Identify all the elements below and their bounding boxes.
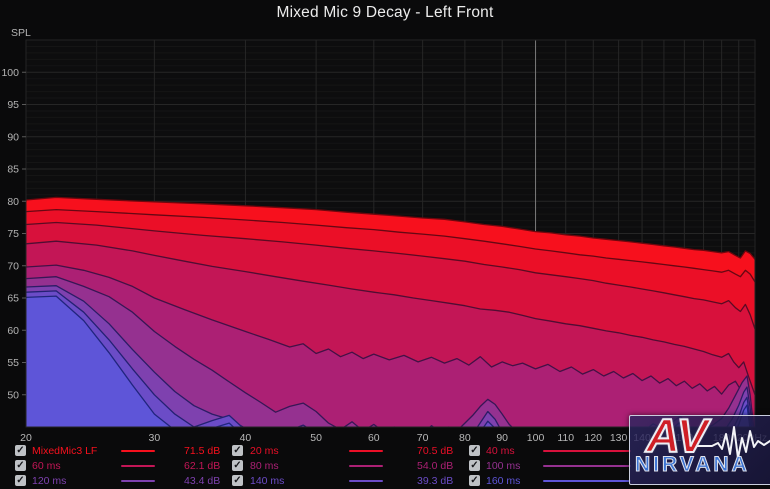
y-tick-label: 60 [7,325,19,337]
decay-curve-mixedmic3-lf [26,196,755,260]
y-tick-label: 55 [7,357,19,369]
legend-value-mixedmic3-lf: 71.5 dB [184,445,221,457]
legend-line-swatch-140-ms [349,480,383,482]
legend-label-80-ms: 80 ms [250,460,279,472]
x-tick-label: 30 [149,432,161,444]
y-tick-label: 80 [7,196,19,208]
checkbox-120-ms[interactable]: ✓ [15,475,26,486]
legend-line-swatch-20-ms [349,450,383,452]
y-tick-label: 50 [7,389,19,401]
legend-value-140-ms: 39.3 dB [417,475,454,487]
checkbox-40-ms[interactable]: ✓ [469,445,480,456]
legend-item-40-ms: ✓ 40 ms [0,444,770,458]
x-tick-label: 120 [585,432,603,444]
legend-value-20-ms: 70.5 dB [417,445,454,457]
av-nirvana-watermark: AV NIRVANA [629,408,770,485]
legend-item-100-ms: ✓ 100 ms [0,459,770,473]
decay-curve-60-ms [26,240,755,396]
y-tick-label: 65 [7,293,19,305]
checkbox-140-ms[interactable]: ✓ [232,475,243,486]
legend-label-100-ms: 100 ms [486,460,521,472]
legend-item-mixedmic3-lf: ✓ MixedMic3 LF 71.5 dB [0,444,770,458]
legend-label-160-ms: 160 ms [486,475,521,487]
legend-value-80-ms: 54.0 dB [417,460,454,472]
checkbox-80-ms[interactable]: ✓ [232,460,243,471]
checkbox-160-ms[interactable]: ✓ [469,475,480,486]
decay-curve-140-ms [26,290,752,427]
legend-item-140-ms: ✓ 140 ms 39.3 dB [0,474,770,488]
x-tick-label: 130 [610,432,628,444]
legend-label-40-ms: 40 ms [486,445,515,457]
x-tick-label: 40 [240,432,252,444]
watermark-av-text: AV [645,408,709,463]
decay-area-100-ms [26,276,754,427]
legend-label-mixedmic3-lf: MixedMic3 LF [32,445,98,457]
y-tick-label: 70 [7,260,19,272]
x-tick-label: 80 [459,432,471,444]
waveform-icon [692,426,770,459]
y-axis-title: SPL [11,27,31,39]
y-tick-label: 100 [1,67,19,79]
legend-line-swatch-40-ms [543,450,631,452]
legend-value-120-ms: 43.4 dB [184,475,221,487]
decay-curve-20-ms [26,208,755,283]
decay-curve-80-ms [26,264,754,427]
legend-line-swatch-160-ms [543,480,631,482]
y-axis-labels: 100 95 90 85 80 75 70 65 60 55 50 [1,67,26,401]
x-tick-label: 20 [20,432,32,444]
checkbox-mixedmic3-lf[interactable]: ✓ [15,445,26,456]
page-title: Mixed Mic 9 Decay - Left Front [276,4,494,21]
x-tick-label: 90 [496,432,508,444]
legend-line-swatch-60-ms [121,465,155,467]
legend-line-swatch-100-ms [543,465,631,467]
legend-label-120-ms: 120 ms [32,475,67,487]
watermark-nirvana-text: NIRVANA [635,453,750,477]
x-tick-label: 110 [557,432,574,444]
legend-value-60-ms: 62.1 dB [184,460,221,472]
legend-label-140-ms: 140 ms [250,475,285,487]
legend-item-80-ms: ✓ 80 ms 54.0 dB [0,459,770,473]
legend-item-20-ms: ✓ 20 ms 70.5 dB [0,444,770,458]
legend-item-120-ms: ✓ 120 ms 43.4 dB [0,474,770,488]
checkbox-20-ms[interactable]: ✓ [232,445,243,456]
x-tick-label: 60 [368,432,380,444]
checkbox-60-ms[interactable]: ✓ [15,460,26,471]
decay-area-160-ms [26,296,750,427]
legend-label-20-ms: 20 ms [250,445,279,457]
checkbox-100-ms[interactable]: ✓ [469,460,480,471]
legend-line-swatch-120-ms [121,480,155,482]
legend-item-60-ms: ✓ 60 ms 62.1 dB [0,459,770,473]
x-tick-label: 50 [310,432,322,444]
x-tick-label: 70 [417,432,429,444]
decay-curve-120-ms [26,285,753,427]
y-tick-label: 85 [7,164,19,176]
y-tick-label: 90 [7,131,19,143]
y-tick-label: 75 [7,228,19,240]
x-tick-label: 100 [527,432,545,444]
decay-curve-40-ms [26,221,755,330]
legend-line-swatch-80-ms [349,465,383,467]
legend-item-160-ms: ✓ 160 ms [0,474,770,488]
legend-line-swatch-mixedmic3-lf [121,450,155,452]
legend-label-60-ms: 60 ms [32,460,61,472]
decay-layers [26,196,755,427]
y-tick-label: 95 [7,99,19,111]
